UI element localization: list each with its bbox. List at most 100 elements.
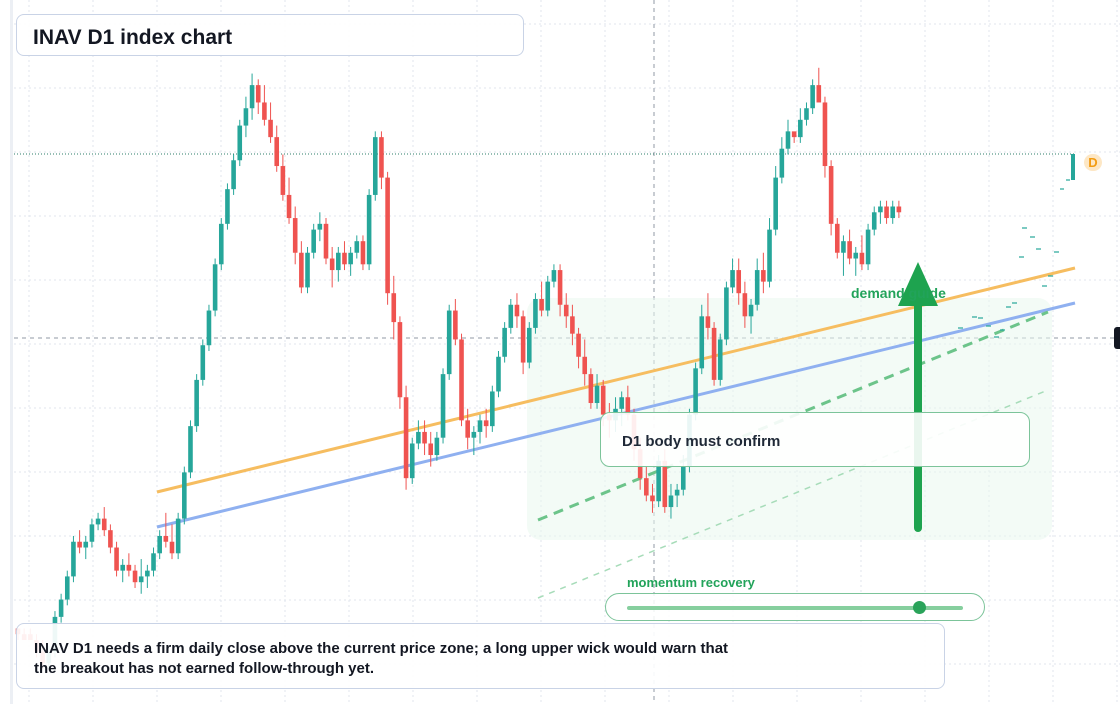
candle (342, 241, 347, 271)
candle (366, 189, 372, 271)
candle-body (329, 258, 335, 271)
candle-body (71, 541, 76, 577)
candle (526, 322, 532, 369)
candle-body (212, 264, 218, 311)
candle (483, 408, 489, 438)
candle-body (397, 322, 403, 398)
slider-track[interactable] (627, 606, 963, 610)
candle-body (502, 327, 507, 357)
candle-body (754, 270, 760, 305)
candle (372, 131, 378, 201)
candle-body (699, 316, 705, 369)
candle (231, 154, 236, 195)
candle-body (644, 478, 649, 496)
candle (717, 333, 723, 386)
candle-body (83, 541, 89, 548)
candle-body (446, 310, 452, 375)
candle (490, 385, 495, 432)
candle-body (791, 131, 797, 138)
candle-body (680, 466, 686, 490)
candle (194, 374, 199, 432)
slider-thumb[interactable] (913, 601, 927, 614)
candle (397, 316, 403, 409)
candle (754, 258, 760, 311)
candle-body (890, 206, 896, 219)
candle (329, 246, 335, 288)
candle-body (225, 189, 230, 224)
candle-body (108, 530, 113, 548)
candle-body (366, 194, 372, 265)
chart-title: INAV D1 index chart (33, 26, 233, 49)
candle (847, 229, 852, 265)
candle-body (434, 437, 440, 456)
candle-body (828, 166, 834, 224)
candle (545, 275, 551, 317)
candle (724, 281, 729, 346)
candle-body (114, 547, 119, 571)
candle (169, 524, 175, 560)
candle-body (453, 310, 458, 340)
candle-body (237, 125, 243, 161)
candle-body (816, 85, 822, 103)
candle-body (533, 298, 538, 328)
candle (508, 298, 514, 334)
candle (188, 420, 193, 479)
candle-body (742, 293, 748, 317)
candle (644, 466, 649, 502)
candle (730, 258, 735, 294)
candle-body (299, 252, 304, 288)
candle-body (508, 304, 514, 328)
candle-body (668, 495, 674, 508)
candle-body (336, 252, 341, 271)
candle-body (169, 541, 175, 554)
candle-body (403, 397, 409, 479)
candle-body (761, 270, 766, 282)
candle (379, 131, 384, 190)
timeframe-badge[interactable]: D (1084, 154, 1102, 171)
candle-body (175, 518, 181, 554)
candle (403, 385, 409, 490)
candle (360, 235, 366, 271)
candle-body (785, 131, 791, 149)
candle (650, 483, 655, 513)
candle-body (360, 241, 366, 265)
candle (767, 218, 772, 288)
candle (225, 183, 230, 230)
candle-body (311, 229, 316, 253)
candle (514, 293, 520, 328)
candle-body (674, 489, 680, 496)
candle (465, 408, 470, 450)
candle-body (64, 576, 70, 600)
breakout-arrow-head (898, 262, 938, 306)
candle-body (871, 212, 877, 230)
candle (323, 218, 329, 265)
candle-body (385, 177, 390, 294)
candle (101, 507, 107, 536)
candle (841, 235, 846, 276)
note-text: INAV D1 needs a firm daily close above t… (34, 640, 729, 677)
candle-body (249, 85, 255, 109)
candle-body (477, 420, 483, 432)
candle (834, 218, 840, 259)
candle (268, 102, 273, 143)
candle-body (693, 368, 698, 415)
candle (853, 246, 859, 276)
candle (64, 570, 70, 606)
candle-body (594, 385, 600, 404)
candle (317, 212, 323, 242)
candle-body (767, 229, 772, 282)
candle-body (323, 223, 329, 259)
candle (594, 374, 600, 409)
candle-body (280, 166, 286, 195)
candle (804, 102, 809, 126)
candle (280, 154, 286, 201)
candle (58, 593, 64, 623)
candle-body (132, 570, 138, 583)
candle (71, 535, 76, 583)
candle-body (145, 570, 150, 577)
candle-body (58, 599, 64, 617)
candle-body (471, 431, 477, 438)
candle (299, 241, 304, 294)
momentum-slider[interactable] (605, 593, 985, 621)
